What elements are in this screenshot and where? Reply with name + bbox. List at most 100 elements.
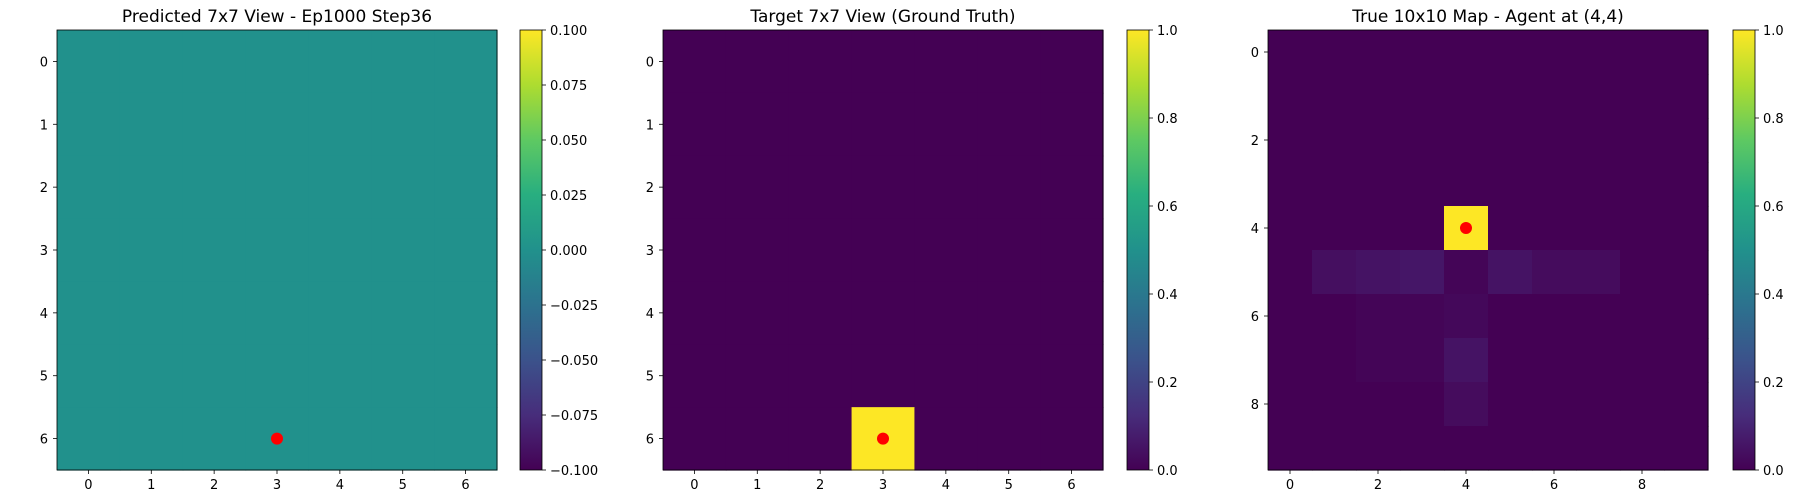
heatmap-cell (1312, 118, 1357, 163)
heatmap-cell (1488, 74, 1533, 119)
heatmap-cell (434, 281, 498, 345)
colorbar-ticks: 1.0 0.8 0.6 0.4 0.2 0.0 (1149, 24, 1178, 479)
heatmap-cell (1356, 426, 1401, 471)
heatmap-cells (57, 30, 498, 471)
heatmap-cell (1664, 382, 1709, 427)
heatmap-cell (977, 344, 1041, 408)
heatmap-cell (1312, 250, 1357, 295)
heatmap-cell (788, 407, 853, 471)
colorbar (1733, 30, 1755, 470)
heatmap-cell (663, 155, 727, 220)
heatmap-cell (1040, 155, 1104, 220)
heatmap-cell (1620, 74, 1665, 119)
heatmap-cell (725, 155, 790, 220)
x-axis: 0 1 2 3 4 5 6 (84, 470, 470, 493)
heatmap-cell (788, 281, 853, 345)
heatmap-cell (1576, 74, 1621, 119)
heatmap-cell (788, 218, 853, 283)
heatmap-cell (1444, 382, 1489, 427)
heatmap-cell (1312, 206, 1357, 251)
heatmap-cell (1488, 118, 1533, 163)
heatmap-cell (434, 407, 498, 471)
panel-target-view: Target 7x7 View (Ground Truth) 0 1 2 3 4 5 6 0… (646, 7, 1178, 493)
heatmap-cell (119, 155, 184, 220)
y-tick-label: 3 (40, 244, 48, 259)
heatmap-cell (1400, 338, 1445, 383)
heatmap-cell (308, 344, 372, 408)
heatmap-cell (1444, 294, 1489, 339)
heatmap-cell (1620, 338, 1665, 383)
x-tick-label: 0 (690, 478, 698, 493)
x-tick-label: 6 (1067, 478, 1075, 493)
agent-marker (271, 432, 283, 445)
heatmap-cell (308, 281, 372, 345)
heatmap-cell (1400, 382, 1445, 427)
heatmap-cell (788, 92, 853, 157)
heatmap-cell (119, 281, 184, 345)
colorbar-tick-label: −0.075 (550, 409, 598, 424)
colorbar-tick-label: 0.2 (1157, 376, 1178, 391)
heatmap-cell (1040, 92, 1104, 157)
heatmap-cell (1576, 338, 1621, 383)
y-tick-label: 2 (40, 181, 48, 196)
colorbar-tick-label: 1.0 (1157, 24, 1178, 39)
heatmap-cell (977, 30, 1041, 94)
y-tick-label: 0 (646, 55, 654, 70)
heatmap-cell (914, 92, 978, 157)
x-tick-label: 6 (461, 478, 469, 493)
heatmap-cell (245, 92, 310, 157)
agent-markers (877, 432, 889, 445)
heatmap-cell (1664, 250, 1709, 295)
heatmap-cell (663, 92, 727, 157)
y-tick-label: 4 (1251, 222, 1259, 237)
y-tick-label: 0 (1251, 46, 1259, 61)
heatmap-cell (1664, 294, 1709, 339)
heatmap-cell (1532, 294, 1577, 339)
y-axis: 0 2 4 6 8 (1251, 46, 1268, 413)
heatmap-cell (434, 155, 498, 220)
heatmap-cell (182, 30, 247, 94)
heatmap-cell (725, 281, 790, 345)
colorbar-tick-label: 1.0 (1763, 24, 1784, 39)
colorbar-tick-label: 0.2 (1763, 376, 1784, 391)
heatmap-cell (1488, 426, 1533, 471)
plot-frame (1267, 29, 1709, 471)
heatmap-cell (1268, 162, 1313, 207)
heatmap-cell (1488, 206, 1533, 251)
heatmap-cell (914, 218, 978, 283)
heatmap-cell (245, 218, 310, 283)
heatmap-cell (914, 155, 978, 220)
heatmap-cell (308, 155, 372, 220)
agent-markers (1460, 222, 1472, 234)
heatmap-cell (1532, 118, 1577, 163)
heatmap-cell (1356, 118, 1401, 163)
heatmap-cell (1356, 30, 1401, 75)
heatmap-cell (1040, 407, 1104, 471)
heatmap-cell (851, 281, 916, 345)
heatmap-cell (182, 281, 247, 345)
heatmap-cell (725, 407, 790, 471)
heatmap-cell (851, 30, 916, 94)
heatmap-cell (119, 407, 184, 471)
x-tick-label: 4 (1462, 478, 1470, 493)
heatmap-cell (1444, 74, 1489, 119)
heatmap-cell (1664, 426, 1709, 471)
heatmap-cell (308, 92, 372, 157)
y-tick-label: 1 (40, 118, 48, 133)
heatmap-cell (1664, 162, 1709, 207)
heatmap-cell (1400, 30, 1445, 75)
heatmap-cell (914, 344, 978, 408)
heatmap-cell (1664, 74, 1709, 119)
heatmap-cell (1532, 30, 1577, 75)
y-tick-label: 8 (1251, 398, 1259, 413)
heatmap-cell (182, 92, 247, 157)
x-tick-label: 2 (816, 478, 824, 493)
heatmap-cell (245, 30, 310, 94)
heatmap-cell (182, 218, 247, 283)
heatmap-cell (245, 281, 310, 345)
agent-markers (271, 432, 283, 445)
y-tick-label: 4 (40, 307, 48, 322)
heatmap-cell (308, 407, 372, 471)
heatmap-cell (57, 344, 121, 408)
